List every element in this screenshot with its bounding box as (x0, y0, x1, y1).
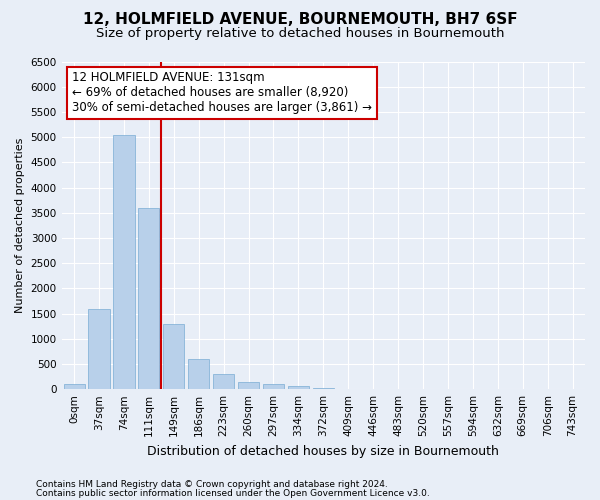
Bar (263, 384, 284, 389)
Text: Contains public sector information licensed under the Open Government Licence v3: Contains public sector information licen… (36, 488, 430, 498)
Text: Size of property relative to detached houses in Bournemouth: Size of property relative to detached ho… (96, 28, 504, 40)
Bar (338, 388, 359, 389)
Bar (138, 208, 160, 389)
Bar (64, 384, 85, 389)
Bar (88, 308, 110, 389)
Bar (163, 324, 184, 389)
Y-axis label: Number of detached properties: Number of detached properties (15, 138, 25, 313)
Bar (188, 359, 209, 389)
Text: 12 HOLMFIELD AVENUE: 131sqm
← 69% of detached houses are smaller (8,920)
30% of : 12 HOLMFIELD AVENUE: 131sqm ← 69% of det… (72, 72, 372, 114)
Bar (238, 382, 259, 389)
Bar (313, 388, 334, 389)
Bar (213, 374, 234, 389)
Text: 12, HOLMFIELD AVENUE, BOURNEMOUTH, BH7 6SF: 12, HOLMFIELD AVENUE, BOURNEMOUTH, BH7 6… (83, 12, 517, 28)
Bar (113, 134, 134, 389)
X-axis label: Distribution of detached houses by size in Bournemouth: Distribution of detached houses by size … (148, 444, 499, 458)
Text: Contains HM Land Registry data © Crown copyright and database right 2024.: Contains HM Land Registry data © Crown c… (36, 480, 388, 489)
Bar (288, 386, 309, 389)
